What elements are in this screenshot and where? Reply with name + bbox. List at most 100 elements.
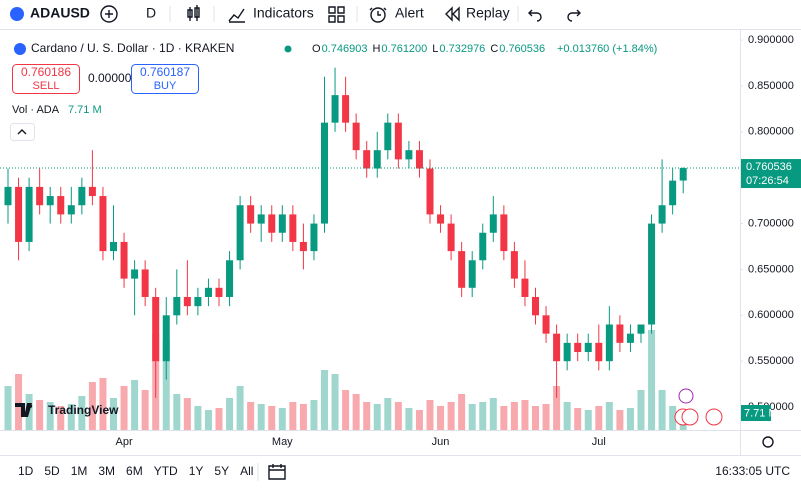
legend-icon — [14, 43, 26, 55]
volume-bar — [553, 386, 561, 430]
chart-type-button[interactable] — [187, 5, 200, 21]
volume-bar — [447, 402, 455, 430]
compare-button[interactable] — [100, 5, 118, 23]
candle-body — [278, 214, 286, 233]
replay-button[interactable]: Replay — [466, 5, 510, 21]
plot: 0.5000000.5500000.6000000.6500000.700000… — [0, 34, 801, 448]
alert-icon — [370, 7, 386, 23]
change: +0.013760 (+1.84%) — [557, 43, 657, 55]
candle-body — [183, 296, 191, 307]
candle-body — [605, 324, 613, 362]
y-tick-label: 0.550000 — [748, 355, 794, 367]
range-button[interactable]: YTD — [154, 464, 178, 478]
candle-body — [489, 214, 497, 233]
candle-body — [447, 223, 455, 252]
volume-bar — [46, 402, 54, 430]
sell-price: 0.760186 — [21, 65, 71, 79]
candle-body — [99, 196, 107, 252]
volume-bar — [384, 398, 392, 430]
interval[interactable]: D — [146, 5, 156, 21]
symbol[interactable]: ADAUSD — [30, 5, 90, 21]
candle-body — [679, 168, 687, 181]
candle-body — [57, 196, 65, 215]
volume-bar — [120, 386, 128, 430]
volume-bar — [521, 400, 529, 430]
candle-body — [563, 342, 571, 362]
event-flag[interactable] — [681, 408, 699, 426]
range-button[interactable]: 6M — [126, 464, 143, 478]
volume-bar — [173, 394, 181, 430]
settings-button[interactable] — [762, 436, 774, 448]
candle-body — [321, 122, 328, 224]
range-button[interactable]: 1D — [18, 464, 34, 478]
candle-body — [648, 223, 656, 325]
candle-body — [4, 186, 12, 206]
volume-bar — [437, 406, 445, 430]
volume-bar — [78, 396, 86, 430]
range-button[interactable]: 5D — [44, 464, 60, 478]
y-tick-label: 0.800000 — [748, 126, 794, 138]
ohlc: O 0.746903 H 0.761200 L 0.732976 C 0.760536 — [312, 43, 545, 55]
clock: 16:33:05 UTC — [715, 464, 790, 478]
candle-body — [36, 186, 44, 206]
candle-body — [458, 251, 466, 288]
market-status — [284, 45, 292, 53]
volume-bar — [331, 374, 339, 430]
volume-value: 7.71 M — [68, 104, 102, 116]
volume-bar — [36, 400, 44, 430]
volume-bar — [321, 370, 328, 430]
volume-bar — [468, 404, 476, 430]
candle-body — [384, 122, 392, 151]
candle-body — [152, 296, 160, 362]
range-button[interactable]: 1Y — [189, 464, 204, 478]
event-flag[interactable] — [705, 408, 723, 426]
candle-body — [46, 196, 54, 206]
range-button[interactable]: 5Y — [214, 464, 229, 478]
candle-body — [637, 324, 645, 334]
alert-icon-hands — [369, 7, 387, 16]
volume-bar — [15, 374, 23, 430]
volume-bar — [405, 408, 413, 430]
candle-body — [616, 324, 624, 343]
volume-bar — [669, 406, 677, 430]
candle-body — [542, 315, 550, 334]
buy-button[interactable] — [131, 64, 199, 94]
range-button[interactable]: 1M — [71, 464, 88, 478]
volume-bar — [4, 386, 12, 430]
undo-button[interactable] — [528, 9, 542, 22]
volume-bar — [215, 408, 223, 430]
volume-bar — [194, 406, 202, 430]
candle-body — [363, 150, 371, 169]
collapse-button[interactable] — [10, 123, 35, 141]
layout-button[interactable] — [328, 6, 345, 23]
date-range-button[interactable] — [268, 464, 286, 480]
volume-bar — [268, 406, 276, 430]
legend-title: Cardano / U. S. Dollar · 1D · KRAKEN — [31, 41, 234, 55]
candle-body — [88, 186, 96, 197]
volume-bar — [500, 406, 508, 430]
collapse-icon — [17, 129, 27, 135]
volume-bar — [394, 402, 402, 430]
volume-bar — [236, 386, 244, 430]
candle-body — [215, 287, 223, 297]
event-marker[interactable] — [678, 388, 694, 404]
alert-button[interactable]: Alert — [395, 5, 424, 21]
buy-label: BUY — [154, 80, 177, 92]
volume-tag — [741, 405, 771, 421]
candle-body — [131, 269, 139, 279]
candle-body — [15, 186, 23, 242]
ohlc-key: H — [372, 43, 380, 55]
candle-body — [352, 122, 360, 151]
candle-body — [204, 287, 212, 297]
spread: 0.000001 — [88, 71, 138, 85]
candle-body — [173, 296, 181, 316]
volume-bar — [67, 404, 75, 430]
indicators-button[interactable]: Indicators — [253, 5, 314, 21]
volume-bar — [183, 398, 191, 430]
sell-button[interactable] — [12, 64, 80, 94]
range-button[interactable]: All — [240, 464, 253, 478]
range-button[interactable]: 3M — [98, 464, 115, 478]
redo-button[interactable] — [567, 9, 581, 22]
volume-bar — [342, 390, 350, 430]
